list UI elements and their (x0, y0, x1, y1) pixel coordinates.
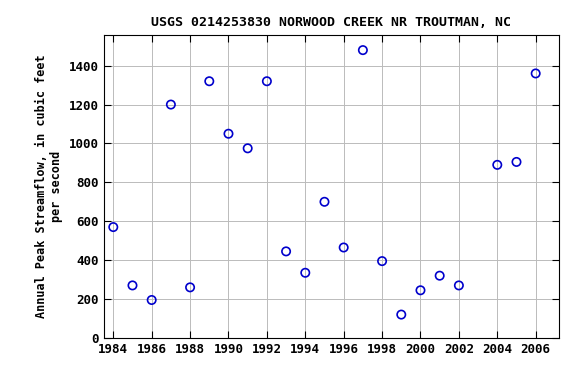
Point (454, 282, 464, 288)
Point (147, 297, 156, 303)
Point (531, 70, 540, 76)
Point (166, 101, 176, 108)
Point (128, 282, 137, 288)
Point (358, 47, 367, 53)
Point (204, 78, 214, 84)
Point (224, 131, 233, 137)
Y-axis label: Annual Peak Streamflow, in cubic feet
per second: Annual Peak Streamflow, in cubic feet pe… (35, 55, 63, 318)
Title: USGS 0214253830 NORWOOD CREEK NR TROUTMAN, NC: USGS 0214253830 NORWOOD CREEK NR TROUTMA… (151, 16, 511, 29)
Point (262, 78, 271, 84)
Point (377, 258, 386, 264)
Point (416, 287, 425, 293)
Point (512, 159, 521, 165)
Point (492, 162, 502, 168)
Point (339, 245, 348, 251)
Point (243, 145, 252, 151)
Point (282, 248, 291, 255)
Point (301, 270, 310, 276)
Point (397, 311, 406, 318)
Point (185, 284, 195, 290)
Point (320, 199, 329, 205)
Point (109, 224, 118, 230)
Point (435, 273, 444, 279)
